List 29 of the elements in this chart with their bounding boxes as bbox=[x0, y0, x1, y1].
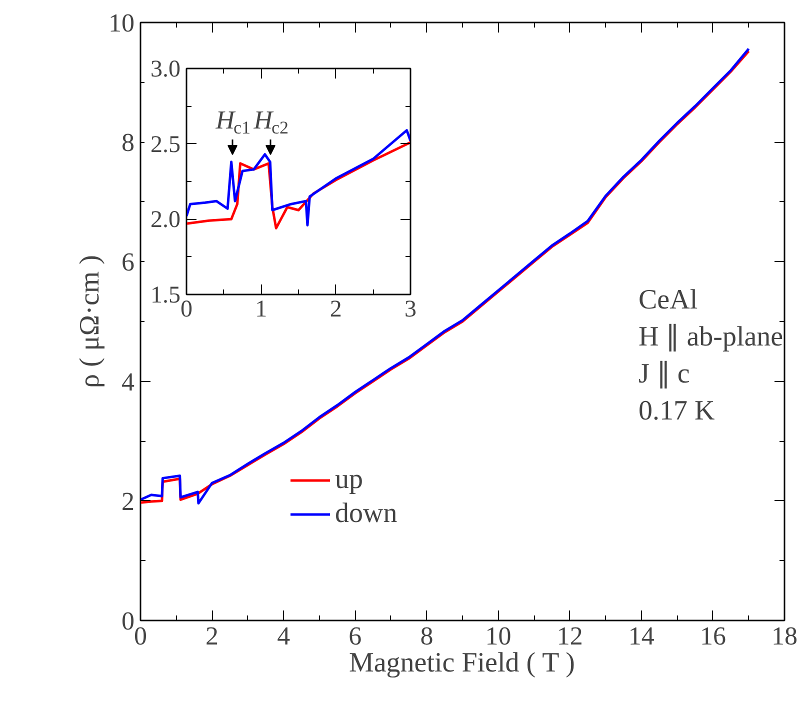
y-tick-label: 6 bbox=[122, 248, 134, 277]
y-axis-title: ρ ( μΩ·cm ) bbox=[74, 255, 106, 388]
annotation: CeAl bbox=[638, 284, 698, 316]
x-tick-label: 14 bbox=[628, 622, 654, 650]
x-axis-title: Magnetic Field ( T ) bbox=[348, 648, 576, 678]
x-tick-label: 18 bbox=[772, 622, 798, 650]
y-tick-label: 10 bbox=[108, 8, 134, 38]
x-tick-label: 4 bbox=[277, 622, 290, 650]
annotation: H ∥ ab-plane bbox=[638, 322, 784, 352]
x-tick-label: 3 bbox=[404, 296, 416, 322]
annotation: 0.17 K bbox=[638, 396, 715, 426]
x-tick-label: 8 bbox=[420, 622, 434, 650]
y-tick-label: 2.5 bbox=[150, 132, 180, 158]
y-tick-label: 1.5 bbox=[150, 282, 180, 308]
y-tick-label: 4 bbox=[122, 367, 134, 396]
y-tick-label: 3.0 bbox=[150, 56, 180, 82]
x-tick-label: 1 bbox=[255, 296, 268, 322]
legend-label: up bbox=[335, 464, 363, 496]
x-tick-label: 10 bbox=[485, 622, 512, 650]
y-tick-label: 8 bbox=[122, 128, 134, 158]
x-tick-label: 12 bbox=[556, 622, 583, 650]
y-tick-label: 2 bbox=[122, 486, 134, 516]
y-tick-label: 2.0 bbox=[150, 207, 180, 234]
x-tick-label: 6 bbox=[348, 622, 362, 650]
x-tick-label: 2 bbox=[330, 296, 342, 322]
annotation: J ∥ c bbox=[638, 358, 690, 390]
legend-label: down bbox=[335, 498, 398, 530]
x-tick-label: 16 bbox=[700, 622, 726, 650]
x-tick-label: 2 bbox=[206, 622, 219, 650]
